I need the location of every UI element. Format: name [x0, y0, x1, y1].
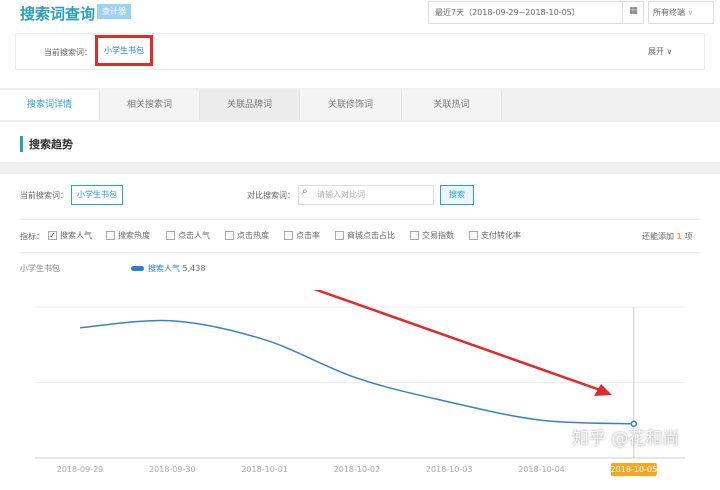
tab-hot-words[interactable]: 关联热词 — [402, 90, 502, 120]
annotation-arrow — [313, 290, 601, 392]
checkbox-icon — [166, 231, 175, 240]
metric-label: 点击人气 — [178, 231, 210, 240]
watermark: 知乎 @花和尚 — [572, 429, 680, 449]
compare-word-input[interactable]: 请输入对比词 — [298, 185, 434, 205]
metric-checkbox[interactable]: 商城点击占比 — [335, 230, 395, 241]
legend-value: 5,438 — [182, 264, 206, 273]
metric-label: 搜索人气 — [60, 231, 92, 240]
arrow-head-icon — [594, 384, 612, 396]
terminal-value: 所有终端 — [653, 8, 685, 17]
metric-checkbox[interactable]: 点击率 — [284, 230, 320, 241]
metric-checkbox[interactable]: 交易指数 — [410, 230, 454, 241]
remaining-suffix: 项 — [684, 232, 693, 241]
tab-modifier-words[interactable]: 关联修饰词 — [300, 90, 402, 120]
x-tick-label: 2018-10-04 — [518, 465, 565, 474]
legend-swatch — [131, 266, 144, 271]
metric-checkbox[interactable]: 搜索热度 — [106, 230, 150, 241]
metric-label: 交易指数 — [422, 231, 454, 240]
metric-label: 商城点击占比 — [347, 231, 395, 240]
x-tick-label: 2018-10-01 — [241, 465, 288, 474]
date-range-picker[interactable]: 最近7天（2018-09-29~2018-10-05） — [428, 1, 644, 24]
divider — [20, 219, 700, 220]
divider — [20, 252, 700, 253]
legend-item[interactable]: 搜索人气 5,438 — [131, 263, 205, 274]
remaining-number: 1 — [676, 232, 683, 241]
remaining-count: 还能添加 1 项 — [642, 231, 693, 242]
checkbox-icon — [106, 231, 115, 240]
highlight-tick-bg — [610, 463, 657, 476]
trend-chart: 2018-09-29 2018-09-30 2018-10-01 2018-10-02… — [35, 290, 685, 476]
metric-checkbox[interactable]: 点击热度 — [225, 230, 269, 241]
checkbox-checked-icon: ✓ — [48, 231, 57, 240]
tool-badge: 查计器 — [97, 4, 131, 19]
chart-title: 小学生书包 — [20, 264, 60, 273]
checkbox-icon — [225, 231, 234, 240]
tab-related-words[interactable]: 相关搜索词 — [100, 90, 200, 120]
page-title: 搜索词查询 — [20, 5, 96, 23]
data-point — [630, 420, 638, 428]
compare-word-label: 对比搜索词： — [247, 191, 295, 200]
calendar-icon[interactable]: ▦ — [622, 1, 644, 24]
legend-name: 搜索人气 — [148, 264, 180, 273]
section-title: 搜索趋势 — [20, 136, 73, 152]
checkbox-icon — [284, 231, 293, 240]
search-button[interactable]: 搜索 — [440, 185, 474, 205]
current-search-label: 当前搜索词： — [44, 48, 92, 57]
x-tick-label: 2018-10-05 — [611, 465, 658, 474]
tab-bar: 搜索词详情 相关搜索词 关联品牌词 关联修饰词 关联热词 — [0, 90, 720, 120]
tab-search-detail[interactable]: 搜索词详情 — [0, 90, 100, 120]
x-tick-label: 2018-10-02 — [334, 465, 381, 474]
remaining-prefix: 还能添加 — [642, 232, 674, 241]
tab-brand-words[interactable]: 关联品牌词 — [200, 90, 300, 120]
metric-label: 点击率 — [296, 231, 320, 240]
current-word-label: 当前搜索词： — [20, 191, 68, 200]
x-tick-label: 2018-10-03 — [426, 465, 473, 474]
current-search-word[interactable]: 小学生书包 — [95, 35, 153, 66]
metric-label: 搜索热度 — [118, 231, 150, 240]
metric-label: 点击热度 — [237, 231, 269, 240]
x-tick-label: 2018-09-30 — [149, 465, 196, 474]
metric-checkbox[interactable]: 支付转化率 — [469, 230, 521, 241]
metrics-label: 指标： — [20, 232, 44, 241]
metric-label: 支付转化率 — [481, 231, 521, 240]
series-line — [79, 319, 634, 425]
terminal-select[interactable]: 所有终端 ∨ — [648, 1, 714, 24]
x-tick-label: 2018-09-29 — [57, 465, 104, 474]
current-word-chip[interactable]: 小学生书包 — [71, 185, 123, 205]
metric-checkbox[interactable]: 点击人气 — [166, 230, 210, 241]
divider — [0, 162, 720, 174]
checkbox-icon — [410, 231, 419, 240]
header: 搜索词查询 查计器 最近7天（2018-09-29~2018-10-05） ▦ … — [0, 0, 720, 88]
checkbox-icon — [335, 231, 344, 240]
checkbox-icon — [469, 231, 478, 240]
chevron-down-icon: ∨ — [687, 8, 694, 17]
search-icon: ⌕ — [302, 186, 308, 197]
expand-button[interactable]: 展开 ∨ — [648, 47, 673, 56]
metric-checkbox[interactable]: ✓ 搜索人气 — [48, 230, 92, 241]
